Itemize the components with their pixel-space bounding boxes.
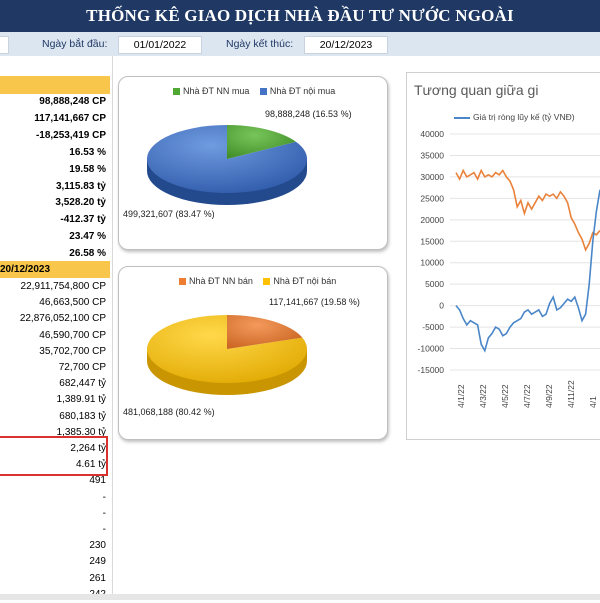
y-tick-label: 30000 xyxy=(420,172,444,182)
sell-legend: Nhà ĐT NN bán Nhà ĐT nội bán xyxy=(179,276,336,286)
sell-small-label: 117,141,667 (19.58 %) xyxy=(269,297,360,307)
detail-value: 230 xyxy=(89,540,106,552)
legend-label-foreign-buy: Nhà ĐT NN mua xyxy=(183,86,250,96)
legend-line-net-value xyxy=(454,116,470,119)
detail-value: 680,183 tỷ xyxy=(59,410,106,422)
left-cell xyxy=(0,36,9,54)
y-tick-label: 5000 xyxy=(425,279,444,289)
detail-value: 1,389.91 tỷ xyxy=(56,394,106,406)
legend-swatch-domestic-sell xyxy=(263,278,271,286)
legend-swatch-foreign-sell xyxy=(179,278,186,286)
summary-value: 3,115.83 tỷ xyxy=(55,180,106,192)
x-tick-label: 4/3/22 xyxy=(478,384,488,408)
page-title: THỐNG KÊ GIAO DỊCH NHÀ ĐẦU TƯ NƯỚC NGOÀI xyxy=(0,0,600,32)
detail-value: 22,876,052,100 CP xyxy=(19,313,106,325)
buy-pie-card: Nhà ĐT NN mua Nhà ĐT nội mua 98,888,248 … xyxy=(118,76,388,250)
summary-value: 26.58 % xyxy=(69,248,106,260)
detail-value: 72,700 CP xyxy=(58,362,106,373)
detail-value: 491 xyxy=(89,475,106,487)
series-line-net-value xyxy=(455,189,600,353)
stats-panel: 98,888,248 CP 117,141,667 CP -18,253,419 C… xyxy=(0,56,112,600)
y-tick-label: -10000 xyxy=(418,344,445,354)
y-tick-label: 25000 xyxy=(420,193,444,203)
x-tick-label: 4/5/22 xyxy=(500,384,510,408)
x-tick-label: 4/9/22 xyxy=(544,384,554,408)
x-tick-label: 4/7/22 xyxy=(522,384,532,408)
line-chart-box xyxy=(406,72,600,440)
end-date-label: Ngày kết thúc: xyxy=(226,38,294,50)
y-tick-label: 40000 xyxy=(420,129,444,139)
buy-small-label: 98,888,248 (16.53 %) xyxy=(265,109,352,119)
summary-value: 19.58 % xyxy=(69,163,106,175)
detail-value: 249 xyxy=(89,556,106,568)
summary-value: 23.47 % xyxy=(69,231,106,243)
detail-value: 22,911,754,800 CP xyxy=(20,281,106,292)
detail-value: 682,447 tỷ xyxy=(59,378,106,390)
y-tick-label: 20000 xyxy=(420,215,444,225)
date-filter-bar: Ngày bắt đầu: 01/01/2022 Ngày kết thúc: … xyxy=(0,32,600,56)
legend-label-domestic-buy: Nhà ĐT nội mua xyxy=(269,86,336,96)
x-tick-label: 4/1 xyxy=(588,396,598,408)
highlight-box xyxy=(0,436,108,476)
sell-large-label: 481,068,188 (80.42 %) xyxy=(123,407,215,417)
pie-slice-foreign-buy xyxy=(227,125,296,159)
detail-value: - xyxy=(102,491,106,503)
buy-large-label: 499,321,607 (83.47 %) xyxy=(123,209,215,219)
x-tick-label: 4/1/22 xyxy=(456,384,466,408)
buy-legend: Nhà ĐT NN mua Nhà ĐT nội mua xyxy=(173,86,335,96)
chart-legend: Giá trị ròng lũy kế (tỷ VNĐ) xyxy=(454,112,575,122)
start-date-label: Ngày bắt đầu: xyxy=(42,38,108,50)
legend-label-net-value: Giá trị ròng lũy kế (tỷ VNĐ) xyxy=(473,112,575,122)
pie-slice-foreign-sell xyxy=(227,315,303,349)
detail-value: 35,702,700 CP xyxy=(39,345,106,357)
detail-value: 4.61 tỷ xyxy=(75,459,106,471)
legend-swatch-domestic-buy xyxy=(259,88,267,96)
chart-title: Tương quan giữa gi xyxy=(414,82,539,98)
end-date-field[interactable]: 20/12/2023 xyxy=(304,36,388,54)
pie-slice-domestic-sell xyxy=(147,315,307,383)
y-tick-label: -5000 xyxy=(422,322,444,332)
buy-pie-chart xyxy=(147,125,307,205)
legend-label-domestic-sell: Nhà ĐT nội bán xyxy=(273,276,337,286)
y-tick-label: 10000 xyxy=(420,258,444,268)
series-line-orange xyxy=(455,168,600,252)
panel-divider xyxy=(112,56,113,600)
summary-value: -412.37 tỷ xyxy=(60,214,106,226)
sell-pie-card: Nhà ĐT NN bán Nhà ĐT nội bán 117,141,667… xyxy=(118,266,388,440)
start-date-field[interactable]: 01/01/2022 xyxy=(118,36,202,54)
detail-value: - xyxy=(102,524,106,535)
line-chart: 40000 35000 30000 25000 20000 15000 10000 5000 0… xyxy=(418,129,600,408)
date-header: 20/12/2023 xyxy=(0,261,110,278)
y-tick-label: 0 xyxy=(439,301,444,311)
x-tick-label: 4/11/22 xyxy=(566,380,576,408)
summary-value: 3,528.20 tỷ xyxy=(55,197,106,209)
detail-value: 261 xyxy=(89,572,106,584)
sell-pie-chart xyxy=(147,315,307,395)
detail-value: 1,385.30 tỷ xyxy=(56,426,106,438)
summary-value: 98,888,248 CP xyxy=(39,96,106,107)
bottom-scrollbar[interactable] xyxy=(0,594,600,600)
detail-value: 46,590,700 CP xyxy=(39,329,106,341)
detail-value: - xyxy=(102,507,106,519)
legend-swatch-foreign-buy xyxy=(173,88,180,96)
summary-value: -18,253,419 CP xyxy=(35,129,106,141)
legend-label-foreign-sell: Nhà ĐT NN bán xyxy=(189,276,253,286)
y-tick-label: 35000 xyxy=(420,150,444,160)
date-header-label: 20/12/2023 xyxy=(0,264,51,275)
detail-value: 46,663,500 CP xyxy=(39,297,106,309)
summary-value: 117,141,667 CP xyxy=(34,112,106,124)
y-tick-label: -15000 xyxy=(418,365,445,375)
summary-header xyxy=(0,76,110,94)
y-tick-label: 15000 xyxy=(420,236,444,246)
detail-value: 2,264 tỷ xyxy=(70,443,106,454)
summary-value: 16.53 % xyxy=(69,146,106,158)
